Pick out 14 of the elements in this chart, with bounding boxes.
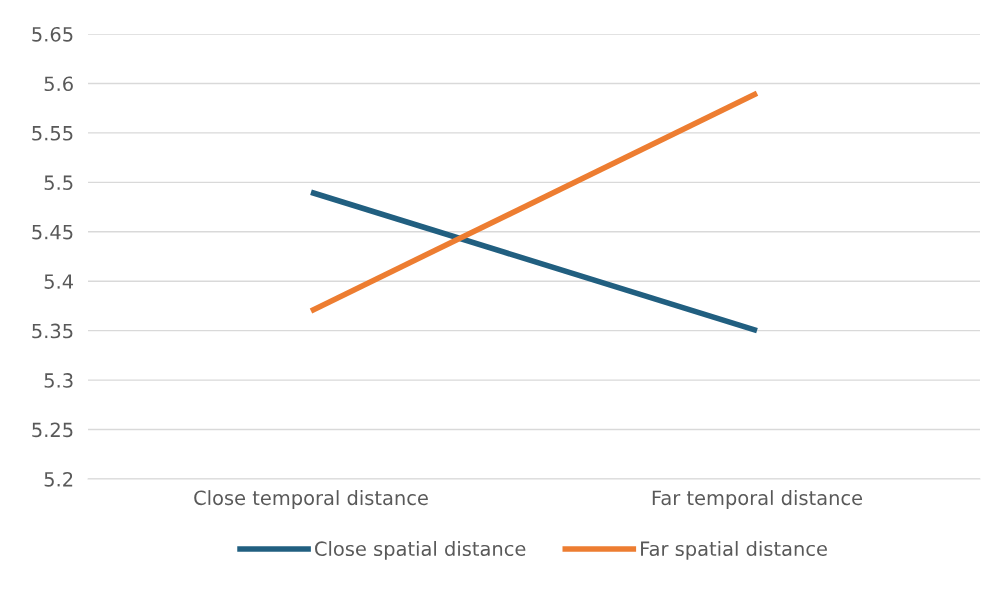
y-tick-label: 5.25 <box>32 422 73 438</box>
x-tick-label: Close temporal distance <box>194 490 428 509</box>
y-tick-label: 5.4 <box>44 274 74 289</box>
y-tick-label: 5.2 <box>44 471 73 487</box>
y-tick-label: 5.65 <box>32 26 73 42</box>
y-tick-label: 5.3 <box>44 373 73 388</box>
x-tick-label: Far temporal distance <box>652 490 863 509</box>
y-tick-label: 5.5 <box>44 175 73 190</box>
y-tick-label: 5.55 <box>32 126 73 141</box>
y-tick-label: 5.6 <box>44 76 73 92</box>
legend-label: Far spatial distance <box>641 541 827 560</box>
y-tick-label: 5.35 <box>32 323 73 339</box>
legend-label: Close spatial distance <box>315 541 526 560</box>
y-tick-label: 5.45 <box>32 224 73 240</box>
